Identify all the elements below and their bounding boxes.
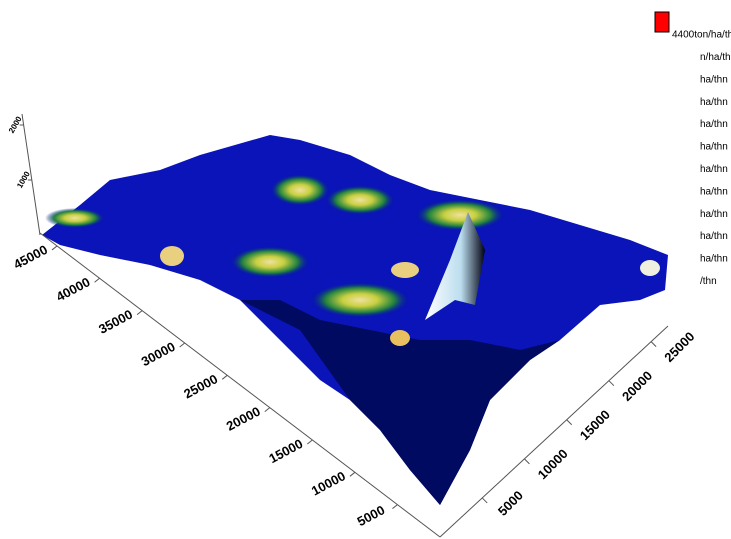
surface <box>42 135 668 505</box>
y-tick <box>52 246 57 250</box>
y-tick <box>392 505 397 509</box>
legend-label: ha/thn <box>700 142 728 153</box>
legend-label: ha/thn <box>700 231 728 242</box>
x-tick-label: 20000 <box>619 368 655 404</box>
y-tick-label: 15000 <box>266 436 305 466</box>
x-tick-label: 25000 <box>661 329 697 365</box>
y-tick-label: 35000 <box>96 307 135 337</box>
x-tick-label: 5000 <box>495 488 526 519</box>
y-tick <box>95 278 100 282</box>
legend-label: ha/thn <box>700 254 728 265</box>
y-tick <box>307 440 312 444</box>
x-tick-label: 15000 <box>577 407 613 443</box>
chart: 5000100001500020000250005000100001500020… <box>0 0 731 539</box>
x-tick <box>567 420 572 425</box>
legend-swatch <box>655 12 669 32</box>
x-tick <box>609 381 614 386</box>
x-tick-label: 10000 <box>535 446 571 482</box>
y-tick-label: 30000 <box>139 339 178 369</box>
y-tick-label: 10000 <box>309 468 348 498</box>
y-tick <box>180 343 185 347</box>
x-tick <box>524 459 529 464</box>
legend-label: n/ha/thn <box>700 52 731 63</box>
x-tick <box>651 342 656 347</box>
y-tick <box>137 311 142 315</box>
y-tick-label: 40000 <box>54 274 93 304</box>
legend-label: ha/thn <box>700 164 728 175</box>
legend-label: ha/thn <box>700 97 728 108</box>
legend-label: 4400ton/ha/thn <box>672 30 731 41</box>
legend-label: ha/thn <box>700 119 728 130</box>
legend-label: ha/thn <box>700 74 728 85</box>
y-tick-label: 45000 <box>11 242 50 272</box>
x-tick <box>482 498 487 503</box>
y-tick <box>265 408 270 412</box>
y-tick-label: 5000 <box>355 502 388 529</box>
legend-label: ha/thn <box>700 186 728 197</box>
legend-label: ha/thn <box>700 209 728 220</box>
y-tick <box>350 472 355 476</box>
y-tick-label: 25000 <box>181 371 220 401</box>
y-tick-label: 20000 <box>224 404 263 434</box>
legend-label: /thn <box>700 276 717 287</box>
y-tick <box>222 375 227 379</box>
